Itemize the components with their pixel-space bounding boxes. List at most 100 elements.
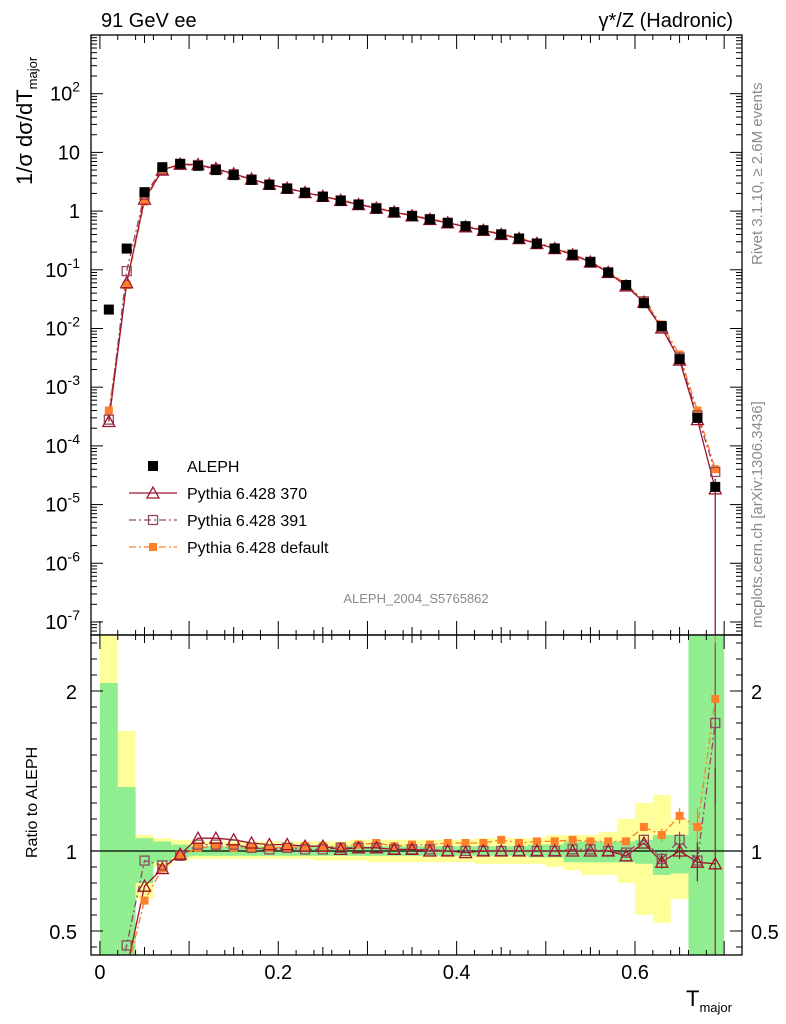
ratio-point-p370 <box>547 843 562 857</box>
main-ylabel-text: 1/σ dσ/dT <box>12 89 37 185</box>
ratio-point-pdefault <box>550 837 559 846</box>
main-ytick-label-base: 10 <box>45 377 67 399</box>
ratio-point-p370 <box>262 837 277 851</box>
ratio-series <box>105 635 723 1012</box>
ratio-point-pdefault <box>604 837 613 846</box>
ratio-ylabel: Ratio to ALEPH <box>24 747 41 858</box>
ratio-point-pdefault <box>354 840 363 849</box>
ratio-point-pdefault <box>105 1004 113 1012</box>
ratio-point-p370 <box>511 843 527 857</box>
main-point-p370 <box>119 275 134 289</box>
xlabel-sub: major <box>699 1000 732 1015</box>
ratio-point-p370 <box>422 843 437 857</box>
ratio-point-p370 <box>440 843 455 857</box>
main-point-data <box>424 214 435 225</box>
main-ytick-label-base: 1 <box>69 201 80 223</box>
uncertainty-band-green <box>117 787 136 955</box>
legend-marker-data <box>148 461 158 471</box>
main-ytick-label-base: 10 <box>50 84 72 106</box>
main-ytick-label-base: 10 <box>45 495 67 517</box>
main-ytick-label-exp: -6 <box>68 548 81 564</box>
ratio-point-pdefault <box>336 842 345 851</box>
ratio-point-p370 <box>315 838 330 852</box>
main-point-data <box>478 225 489 236</box>
ratio-ytick-label-right: 1 <box>751 842 762 864</box>
ratio-frame <box>90 634 743 956</box>
ratio-panel: 0.5 0.5 1 1 2 2 0 0.2 0.4 0.6 <box>49 634 779 1012</box>
main-point-data <box>335 195 346 206</box>
main-point-data <box>139 187 150 198</box>
ratio-point-p370 <box>636 835 651 849</box>
ratio-point-p370 <box>690 854 705 868</box>
ratio-point-pdefault <box>318 842 327 851</box>
ratio-point-p370 <box>565 843 580 857</box>
legend-marker-p391 <box>147 514 159 526</box>
main-ytick-label-base: 10 <box>45 260 67 282</box>
main-point-data <box>674 354 685 365</box>
ratio-point-p391 <box>620 847 632 858</box>
legend: ALEPH Pythia 6.428 370 Pythia 6.428 391 Pyt… <box>129 459 329 557</box>
main-point-pdefault <box>104 406 113 415</box>
ratio-point-pdefault <box>461 839 470 847</box>
main-point-data <box>157 162 168 173</box>
analysis-watermark: ALEPH_2004_S5765862 <box>343 591 488 606</box>
ratio-point-p370 <box>208 830 223 844</box>
main-ytick-label: 10-5 <box>45 490 80 517</box>
ratio-point-pdefault <box>586 837 595 846</box>
legend-marker-pdefault <box>149 543 157 551</box>
ratio-point-pdefault <box>443 839 452 847</box>
main-point-pdefault <box>711 465 720 474</box>
ratio-point-pdefault <box>176 851 185 860</box>
uncertainty-band-green <box>688 635 707 955</box>
ratio-point-pdefault <box>515 839 524 847</box>
ratio-point-p370 <box>155 861 170 875</box>
ratio-ytick-label-left: 2 <box>66 682 77 704</box>
rivet-label: Rivet 3.1.10, ≥ 2.6M events <box>749 83 766 266</box>
ratio-point-pdefault <box>532 837 541 846</box>
main-point-data <box>300 187 311 198</box>
ratio-point-p370 <box>583 843 598 857</box>
ratio-point-p391 <box>638 834 650 845</box>
xlabel-text: T <box>686 986 699 1011</box>
ratio-point-p391 <box>656 853 667 865</box>
ratio-point-pdefault <box>657 831 666 839</box>
main-point-data <box>121 243 132 254</box>
main-ytick-label-base: 10 <box>45 612 67 634</box>
ratio-point-pdefault <box>497 835 506 844</box>
ratio-point-p391 <box>192 839 204 850</box>
ratio-point-p370 <box>708 856 723 870</box>
main-ytick-label-base: 10 <box>45 318 67 340</box>
ratio-point-pdefault <box>622 837 631 846</box>
main-point-data <box>496 229 507 240</box>
main-point-data <box>638 298 649 309</box>
xtick-label: 0.2 <box>264 962 292 984</box>
ratio-point-p370 <box>244 835 259 849</box>
ratio-point-pdefault <box>711 695 720 703</box>
ratio-point-pdefault <box>158 864 167 873</box>
main-ytick-label-base: 10 <box>58 142 80 164</box>
main-point-data <box>210 165 221 176</box>
main-point-data <box>228 170 239 181</box>
ratio-point-p391 <box>710 717 721 729</box>
ratio-point-pdefault <box>675 811 684 820</box>
main-point-data <box>692 412 703 423</box>
main-point-data <box>103 304 114 315</box>
main-ylabel: 1/σ dσ/dTmajor <box>12 56 40 185</box>
main-ylabel-sub: major <box>25 56 40 89</box>
ratio-point-pdefault <box>265 843 274 852</box>
ratio-point-pdefault <box>390 842 399 851</box>
ratio-ytick-label-right: 0.5 <box>751 922 779 944</box>
legend-label-data: ALEPH <box>187 459 239 476</box>
ratio-point-pdefault <box>283 843 292 852</box>
uncertainty-band-green <box>153 841 172 863</box>
ratio-point-p370 <box>601 843 616 857</box>
main-point-p391 <box>710 466 721 478</box>
main-ytick-label: 10-7 <box>45 607 80 634</box>
ratio-point-pdefault <box>123 969 131 977</box>
main-point-data <box>531 238 542 249</box>
legend-label-pdefault: Pythia 6.428 default <box>187 540 329 557</box>
main-point-data <box>317 191 328 202</box>
main-point-p370 <box>101 414 116 428</box>
